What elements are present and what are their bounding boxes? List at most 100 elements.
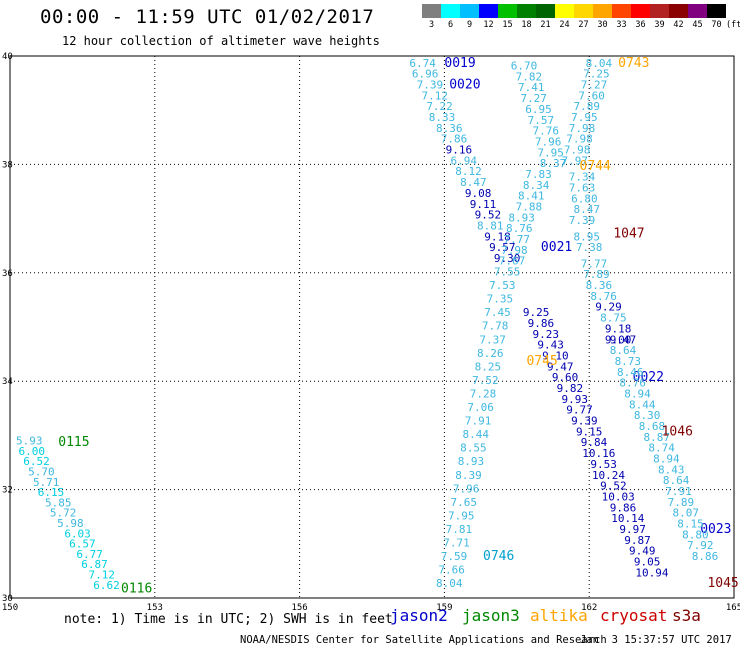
data-point-label: 9.57 xyxy=(489,241,516,254)
data-point-label: 5.85 xyxy=(45,496,72,509)
data-point-label: 7.37 xyxy=(479,333,506,346)
data-point-label: 8.73 xyxy=(615,355,642,368)
data-point-label: 8.07 xyxy=(672,507,699,520)
data-point-label: 8.44 xyxy=(463,428,490,441)
color-bar-swatch xyxy=(498,4,517,18)
color-bar-swatch xyxy=(669,4,688,18)
color-bar-swatch xyxy=(536,4,555,18)
data-point-label: 7.53 xyxy=(489,279,516,292)
data-point-label: 5.93 xyxy=(16,435,43,448)
data-point-label: 7.98 xyxy=(564,144,591,157)
footer-timestamp: Jan 3 15:37:57 UTC 2017 xyxy=(580,634,732,646)
data-point-label: 9.39 xyxy=(571,415,598,428)
x-tick-label: 153 xyxy=(147,603,163,613)
color-bar-label: (ft) xyxy=(726,20,740,30)
data-point-label: 10.14 xyxy=(611,512,644,525)
data-point-label: 6.95 xyxy=(525,103,552,116)
legend-cryosat: cryosat xyxy=(600,606,668,625)
data-point-label: 8.94 xyxy=(624,387,651,400)
data-point-label: 8.25 xyxy=(475,360,502,373)
data-point-label: 8.04 xyxy=(436,577,463,590)
data-point-label: 8.33 xyxy=(429,111,456,124)
x-tick-label: 159 xyxy=(436,603,452,613)
data-point-label: 7.81 xyxy=(446,523,473,536)
color-bar-label: 18 xyxy=(521,20,532,30)
data-point-label: 9.29 xyxy=(595,301,622,314)
data-point-label: 7.89 xyxy=(574,100,601,113)
data-point-label: 7.98 xyxy=(501,244,528,257)
data-point-label: 8.47 xyxy=(460,176,487,189)
data-point-label: 7.88 xyxy=(516,200,543,213)
data-point-label: 8.93 xyxy=(458,455,485,468)
x-tick-label: 162 xyxy=(581,603,597,613)
data-point-label: 7.35 xyxy=(487,293,514,306)
data-point-label: 9.30 xyxy=(494,252,521,265)
data-point-label: 6.15 xyxy=(38,486,65,499)
color-bar-label: 21 xyxy=(540,20,551,30)
data-point-label: 7.63 xyxy=(569,182,596,195)
legend-jason3: jason3 xyxy=(462,606,520,625)
data-point-label: 6.70 xyxy=(511,60,538,73)
data-point-label: 8.12 xyxy=(455,165,482,178)
data-point-label: 9.05 xyxy=(634,555,661,568)
track-time-label: 0743 xyxy=(618,56,649,71)
color-bar-label: 42 xyxy=(673,20,684,30)
track-time-label: 0021 xyxy=(541,240,572,255)
color-bar-label: 3 xyxy=(428,20,435,30)
data-point-label: 6.03 xyxy=(64,527,91,540)
data-point-label: 8.34 xyxy=(523,179,550,192)
track-time-label: 0746 xyxy=(483,549,514,564)
track-time-label: 0744 xyxy=(580,159,611,174)
data-point-label: 6.96 xyxy=(412,68,439,81)
footer-credit: NOAA/NESDIS Center for Satellite Applica… xyxy=(240,634,607,646)
data-point-label: 8.36 xyxy=(586,279,613,292)
data-point-label: 7.95 xyxy=(537,146,564,159)
data-point-label: 8.76 xyxy=(590,290,617,303)
data-point-label: 9.82 xyxy=(557,382,584,395)
data-point-label: 7.06 xyxy=(467,401,494,414)
data-point-label: 7.71 xyxy=(443,537,470,550)
data-point-label: 9.47 xyxy=(547,360,574,373)
data-point-label: 7.89 xyxy=(668,496,695,509)
data-point-label: 9.00 xyxy=(605,333,632,346)
data-point-label: 7.82 xyxy=(516,70,543,83)
color-bar-label: 33 xyxy=(616,20,627,30)
color-bar-swatch xyxy=(555,4,574,18)
color-bar-label: 9 xyxy=(466,20,473,30)
data-point-label: 9.43 xyxy=(537,339,564,352)
color-bar-label: 70 xyxy=(711,20,722,30)
color-bar-swatch xyxy=(593,4,612,18)
data-point-label: 8.76 xyxy=(506,222,533,235)
data-point-label: 6.87 xyxy=(81,558,108,571)
data-point-label: 8.37 xyxy=(540,157,567,170)
data-point-label: 6.77 xyxy=(76,548,103,561)
y-tick-label: 36 xyxy=(2,269,13,279)
x-tick-label: 165 xyxy=(726,603,740,613)
data-point-label: 7.39 xyxy=(417,79,444,92)
color-bar-label: 39 xyxy=(654,20,665,30)
data-point-label: 9.77 xyxy=(566,404,593,417)
track-time-label: 0019 xyxy=(444,56,475,71)
y-tick-label: 30 xyxy=(2,594,13,604)
color-bar-swatch xyxy=(688,4,707,18)
data-point-label: 7.57 xyxy=(528,114,555,127)
data-point-label: 6.94 xyxy=(450,154,477,167)
data-point-label: 8.80 xyxy=(682,528,709,541)
data-point-label: 6.57 xyxy=(69,538,96,551)
data-point-label: 8.36 xyxy=(436,122,463,135)
data-point-label: 10.94 xyxy=(635,566,668,579)
data-point-label: 7.38 xyxy=(576,241,603,254)
data-point-label: 7.96 xyxy=(453,482,480,495)
data-point-label: 7.95 xyxy=(448,509,475,522)
color-bar-label: 6 xyxy=(447,20,454,30)
data-point-label: 8.44 xyxy=(629,398,656,411)
data-point-label: 9.18 xyxy=(484,230,511,243)
color-bar-swatch xyxy=(441,4,460,18)
data-point-label: 9.08 xyxy=(465,187,492,200)
track-time-label: 0023 xyxy=(700,522,731,537)
color-bar-label: 12 xyxy=(483,20,494,30)
color-bar-label: 27 xyxy=(578,20,589,30)
data-point-label: 7.12 xyxy=(421,89,448,102)
track-time-label: 1046 xyxy=(662,424,693,439)
